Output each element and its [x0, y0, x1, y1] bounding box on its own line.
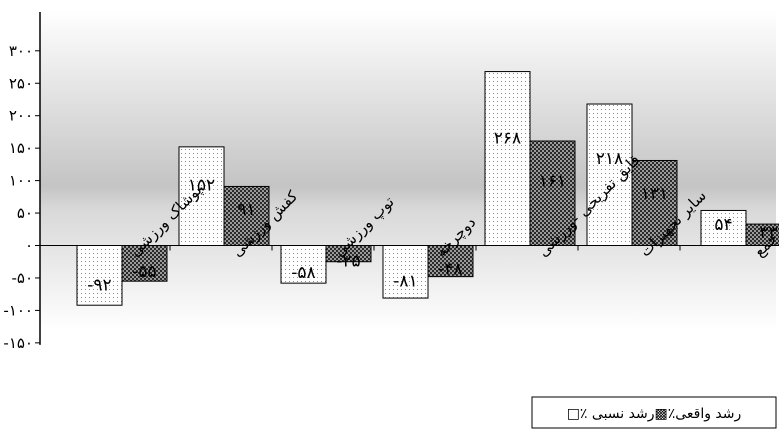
legend-text: رشد واقعی٪▩رشد نسبی ٪□ [567, 406, 742, 422]
y-tick-label: ۵۰ [17, 204, 33, 222]
label-real-growth-2: ۹۱ [237, 200, 255, 220]
axis-layer: -۱۵۰ -۱۰۰ -۵۰ ۰ ۵۰ ۱۰۰ ۱۵۰ ۲۰۰ ۲۵۰ ۳۰۰ [3, 12, 776, 352]
label-real-growth-5: ۱۶۱ [539, 172, 566, 192]
y-tick-label: -۱۵۰ [3, 334, 33, 352]
label-real-growth-4: -۴۸ [438, 260, 462, 280]
bar-relative-growth-6 [586, 103, 633, 246]
bar-relative-growth-5 [484, 71, 531, 247]
label-real-growth-7: ۳۳ [759, 223, 777, 243]
bars-layer [76, 71, 779, 306]
label-relative-growth-4: -۸۱ [393, 271, 417, 291]
label-relative-growth-1: -۹۲ [87, 275, 111, 295]
bar-relative-growth-3 [280, 245, 327, 284]
label-relative-growth-3: -۵۸ [291, 263, 315, 283]
y-tick-label: ۳۰۰ [9, 42, 33, 60]
label-relative-growth-7: ۵۴ [714, 215, 732, 235]
bar-relative-growth-7 [700, 209, 747, 246]
y-tick-label: -۱۰۰ [3, 301, 33, 319]
y-tick-label: ۲۵۰ [9, 74, 33, 92]
label-real-growth-1: -۵۵ [132, 262, 156, 282]
y-tick-label: ۲۰۰ [9, 107, 33, 125]
label-relative-growth-2: ۱۵۲ [188, 175, 215, 195]
y-tick-label: -۵۰ [11, 269, 33, 287]
legend: رشد واقعی٪▩رشد نسبی ٪□ [531, 396, 777, 429]
label-relative-growth-6: ۲۱۸ [596, 149, 623, 169]
bar-relative-growth-4 [382, 245, 429, 299]
y-tick-label: ۰ [25, 237, 33, 255]
y-tick-label: ۱۰۰ [9, 172, 33, 190]
label-real-growth-3: -۲۵ [336, 251, 360, 271]
bar-real-growth-4 [427, 245, 474, 278]
bar-relative-growth-1 [76, 245, 123, 306]
y-tick-label: ۱۵۰ [9, 139, 33, 157]
label-real-growth-6: ۱۳۱ [641, 184, 668, 204]
data-labels-layer: -۹۲ -۵۵ ۱۵۲ ۹۱ -۵۸ -۲۵ -۸۱ -۴۸ ۲۶۸ ۱۶۱ ۲۱۸ ۱۳۱ ۵۴ ۳۳ [87, 129, 777, 296]
bar-real-growth-6 [631, 159, 678, 246]
bar-relative-growth-2 [178, 146, 225, 247]
label-relative-growth-5: ۲۶۸ [494, 129, 521, 149]
legend-box [531, 396, 777, 429]
